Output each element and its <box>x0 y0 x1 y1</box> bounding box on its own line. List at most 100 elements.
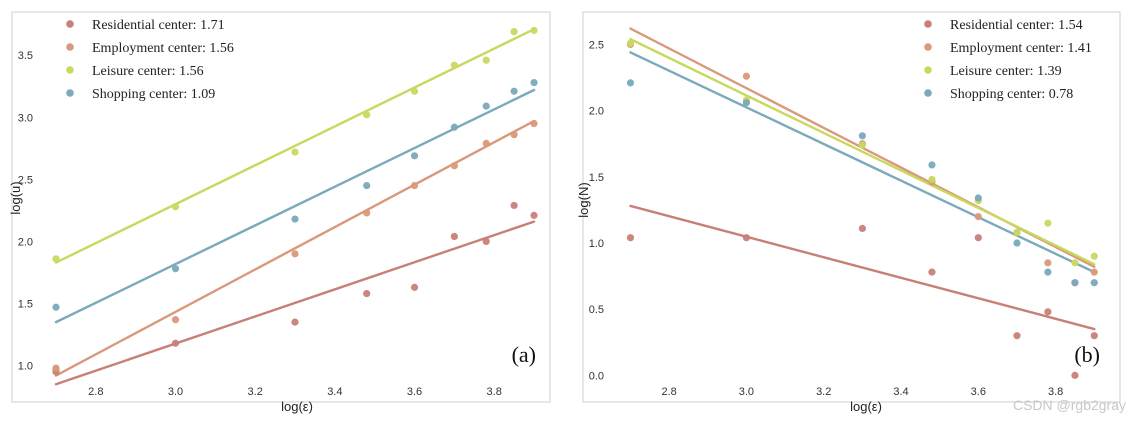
data-point <box>1071 371 1079 379</box>
legend-marker <box>66 66 74 74</box>
legend-marker <box>924 20 932 28</box>
x-tick-label: 3.4 <box>893 386 908 398</box>
watermark-text: CSDN @rgb2gray <box>1013 397 1126 413</box>
data-point <box>410 87 419 95</box>
legend-label: Employment center: 1.56 <box>92 41 234 56</box>
y-tick-label: 3.5 <box>18 50 33 62</box>
legend-label: Leisure center: 1.39 <box>950 64 1062 79</box>
y-tick-label: 2.5 <box>589 39 604 51</box>
data-point <box>1044 308 1052 316</box>
data-point <box>858 132 866 140</box>
fit-line-3 <box>629 37 1096 266</box>
fit-line-1 <box>54 220 536 386</box>
data-point <box>450 162 458 170</box>
legend-label: Residential center: 1.54 <box>950 18 1083 33</box>
data-point <box>742 99 751 107</box>
data-point <box>626 79 635 87</box>
data-point <box>742 234 751 242</box>
data-point <box>291 148 299 156</box>
data-point <box>530 119 538 128</box>
data-point <box>510 131 518 139</box>
data-point <box>742 72 751 80</box>
data-point <box>52 255 60 263</box>
data-point <box>928 268 936 276</box>
data-point <box>1013 239 1021 247</box>
x-tick-label: 3.6 <box>407 386 422 398</box>
legend-label: Residential center: 1.71 <box>92 18 225 33</box>
data-point <box>626 234 635 242</box>
x-tick-label: 3.0 <box>739 386 754 398</box>
panel-tag: (a) <box>512 342 536 367</box>
data-point <box>530 78 538 87</box>
data-point <box>530 211 538 219</box>
y-tick-label: 2.0 <box>18 236 33 248</box>
panel-b: 2.8 3.0 3.2 3.4 3.6 3.8 0.0 0.5 1.0 1.5 2.0 2.5 log(… <box>576 11 1121 414</box>
data-point <box>1013 332 1021 340</box>
data-point <box>1090 268 1098 276</box>
data-point <box>171 316 180 324</box>
x-tick-label: 2.8 <box>661 386 676 398</box>
legend-marker <box>66 89 74 97</box>
data-point <box>450 232 458 241</box>
data-point <box>1013 228 1021 237</box>
data-point <box>1090 332 1098 340</box>
legend-marker <box>924 43 932 51</box>
data-point <box>1090 279 1098 287</box>
data-point <box>291 250 299 258</box>
data-point <box>1044 268 1052 276</box>
y-tick-label: 1.5 <box>589 172 604 184</box>
y-tick-label: 0.0 <box>589 370 604 382</box>
y-tick-label: 0.5 <box>589 304 604 316</box>
data-point <box>363 289 371 298</box>
legend-marker <box>924 66 932 74</box>
data-point <box>530 26 538 35</box>
data-point <box>1044 219 1052 227</box>
y-tick-label: 1.0 <box>589 238 604 250</box>
y-tick-label: 2.5 <box>18 174 33 186</box>
x-tick-label: 3.8 <box>1048 386 1063 398</box>
data-point <box>291 215 299 223</box>
data-point <box>52 303 60 311</box>
x-tick-label: 3.4 <box>327 386 342 398</box>
data-point <box>410 181 419 190</box>
data-point <box>928 175 936 184</box>
legend-label: Shopping center: 0.78 <box>950 87 1073 102</box>
x-axis-label: log(ε) <box>850 399 882 414</box>
data-point <box>410 283 419 291</box>
fit-line-2 <box>54 119 536 377</box>
data-point <box>510 87 518 95</box>
panel-frame <box>582 11 1121 403</box>
x-tick-label: 3.6 <box>971 386 986 398</box>
panel-a: 2.8 3.0 3.2 3.4 3.6 3.8 1.0 1.5 2.0 2.5 3.0 3.5 log(… <box>8 11 551 414</box>
legend-label: Shopping center: 1.09 <box>92 87 215 102</box>
y-tick-label: 1.0 <box>18 361 33 373</box>
legend-label: Employment center: 1.41 <box>950 41 1092 56</box>
x-tick-label: 3.2 <box>248 386 263 398</box>
panel-tag: (b) <box>1074 342 1100 367</box>
data-point <box>450 123 458 131</box>
legend-label: Leisure center: 1.56 <box>92 64 204 79</box>
x-axis-label: log(ε) <box>281 399 313 414</box>
data-point <box>482 102 490 110</box>
y-axis-label: log(u) <box>8 181 23 214</box>
data-point <box>410 152 419 160</box>
data-point <box>510 28 518 36</box>
legend-marker <box>66 20 74 28</box>
data-point <box>482 139 490 147</box>
data-point <box>52 364 60 372</box>
data-point <box>363 209 371 217</box>
data-point <box>858 141 866 149</box>
y-tick-label: 1.5 <box>18 299 33 311</box>
data-point <box>1090 252 1098 260</box>
fit-line-1 <box>629 204 1096 331</box>
legend-marker <box>66 43 74 51</box>
data-point <box>858 224 866 233</box>
panel-frame <box>11 11 551 403</box>
data-point <box>1071 279 1079 287</box>
fit-line-4 <box>54 88 536 324</box>
data-point <box>1071 259 1079 267</box>
data-point <box>363 111 371 119</box>
data-point <box>171 339 180 347</box>
data-point <box>974 194 982 202</box>
